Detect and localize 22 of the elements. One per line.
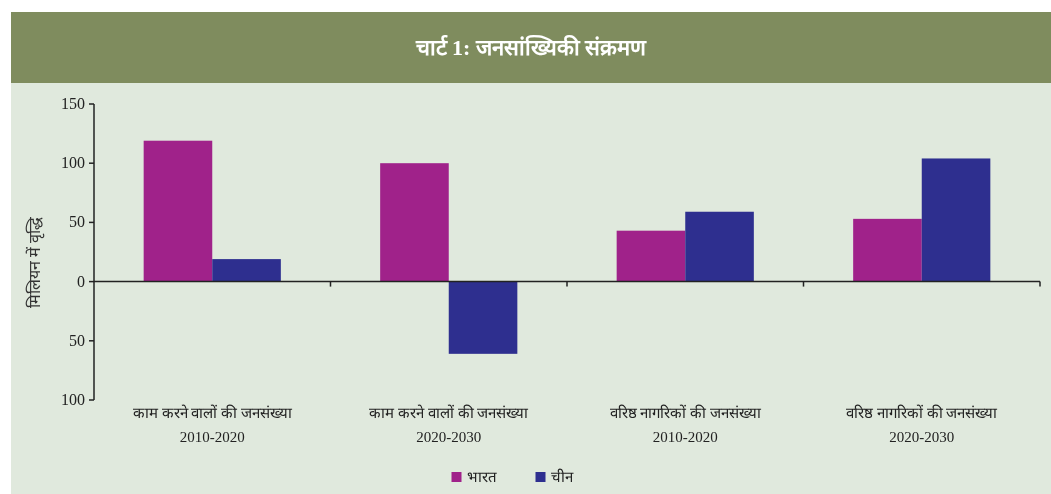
y-tick-label: 100 (61, 391, 85, 408)
bar (685, 211, 754, 282)
y-tick-label: 100 (61, 154, 85, 172)
bar (212, 259, 281, 282)
bar (143, 140, 213, 282)
bar (853, 218, 922, 282)
x-tick-label: वरिष्ठ नागरिकों की जनसंख्या 2010-2020 (609, 404, 762, 445)
y-tick-label: 50 (69, 331, 85, 349)
bar (616, 230, 686, 282)
bar (921, 158, 991, 282)
chart-title: चार्ट 1: जनसांख्यिकी संक्रमण (414, 34, 648, 60)
legend-label: भारत (466, 469, 497, 485)
x-tick-label: वरिष्ठ नागरिकों की जनसंख्या 2020-2030 (846, 404, 999, 445)
y-tick-label: 50 (69, 213, 85, 231)
bar (380, 163, 449, 282)
x-tick-label: काम करने वालों की जनसंख्या 2020-2030 (369, 404, 530, 445)
legend-label: चीन (550, 468, 574, 485)
x-tick-label: काम करने वालों की जनसंख्या 2010-2020 (132, 404, 293, 445)
y-tick-label: 0 (77, 272, 85, 290)
y-axis-title: मिलियन में वृद्धि (25, 216, 45, 308)
bar (448, 281, 518, 354)
y-tick-label: 150 (61, 95, 85, 112)
